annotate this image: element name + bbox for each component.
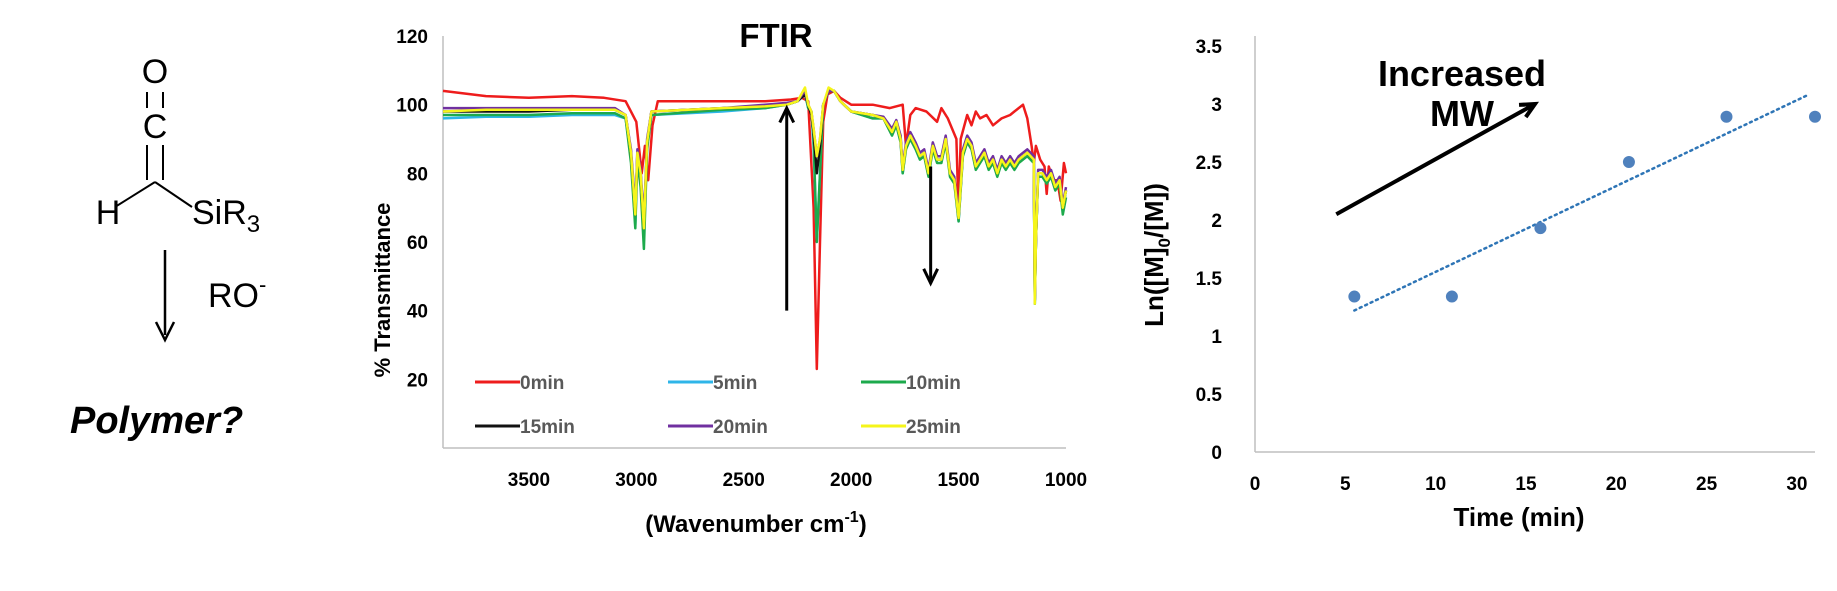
reagent-label: RO- bbox=[208, 272, 266, 315]
ftir-series-lines bbox=[442, 86, 1068, 371]
kinetics-trendline-line bbox=[1353, 94, 1808, 312]
legend-label-25min: 25min bbox=[906, 417, 961, 438]
ftir-chart-title: FTIR bbox=[739, 17, 812, 54]
ftir-y-tick-label: 100 bbox=[396, 96, 428, 117]
bond-c-h bbox=[114, 181, 156, 208]
ftir-x-tick-label: 3500 bbox=[508, 470, 550, 491]
increased-mw-annotation: Increased MW bbox=[1335, 53, 1546, 216]
ftir-chart: FTIR % Transmittance (Wavenumber cm-1) 2… bbox=[370, 17, 1087, 538]
kinetics-x-tick-label: 10 bbox=[1425, 474, 1446, 495]
ftir-y-ticks: 20 40 60 80 100 120 bbox=[396, 27, 428, 391]
ftir-x-axis-label: (Wavenumber cm-1) bbox=[645, 509, 866, 538]
ftir-x-tick-label: 1000 bbox=[1045, 470, 1087, 491]
bond-c-si bbox=[154, 181, 193, 208]
ftir-series-line-0min bbox=[442, 89, 1068, 371]
kinetics-trendline bbox=[1353, 94, 1808, 312]
product-label: Polymer? bbox=[70, 400, 243, 442]
hydrogen-atom: H bbox=[96, 194, 121, 232]
kinetics-y-ticks: 0 0.5 1 1.5 2 2.5 3 3.5 bbox=[1196, 37, 1223, 464]
ftir-arrow-up-head bbox=[778, 104, 796, 124]
ftir-y-tick-label: 120 bbox=[396, 27, 428, 48]
ftir-y-tick-label: 60 bbox=[407, 233, 428, 254]
increased-mw-arrow-shaft bbox=[1335, 102, 1536, 216]
kinetics-data-points bbox=[1348, 110, 1821, 303]
reaction-scheme: O C H SiR3 RO- Polymer? bbox=[70, 53, 266, 442]
kinetics-x-tick-label: 5 bbox=[1340, 474, 1351, 495]
kinetics-y-axis-label: Ln([M]0/[M]) bbox=[1139, 183, 1174, 327]
kinetics-x-tick-label: 25 bbox=[1696, 474, 1718, 495]
kinetics-y-tick-label: 0 bbox=[1211, 443, 1222, 464]
kinetics-y-tick-label: 1.5 bbox=[1196, 269, 1223, 290]
legend-label-0min: 0min bbox=[520, 373, 564, 394]
kinetics-y-tick-label: 3 bbox=[1211, 95, 1222, 116]
annotation-text-line1: Increased bbox=[1378, 53, 1546, 94]
increased-mw-arrow-head bbox=[1518, 101, 1540, 119]
kinetics-y-tick-label: 0.5 bbox=[1196, 385, 1223, 406]
kinetics-x-tick-label: 30 bbox=[1786, 474, 1807, 495]
kinetics-x-tick-label: 0 bbox=[1250, 474, 1261, 495]
reaction-arrow-head bbox=[154, 321, 176, 343]
kinetics-y-tick-label: 3.5 bbox=[1196, 37, 1223, 58]
legend-label-20min: 20min bbox=[713, 417, 768, 438]
ftir-y-tick-label: 40 bbox=[407, 302, 428, 323]
ftir-series-line-25min bbox=[442, 86, 1068, 306]
legend-label-15min: 15min bbox=[520, 417, 575, 438]
kinetics-x-ticks: 0 5 10 15 20 25 30 bbox=[1250, 474, 1808, 495]
kinetics-x-tick-label: 15 bbox=[1515, 474, 1537, 495]
kinetics-data-point bbox=[1622, 156, 1635, 168]
ftir-arrow-down-head bbox=[922, 268, 939, 287]
kinetics-y-tick-label: 2 bbox=[1211, 211, 1222, 232]
kinetics-data-point bbox=[1445, 290, 1458, 303]
kinetics-data-point bbox=[1809, 110, 1821, 123]
ftir-x-tick-label: 2000 bbox=[830, 470, 872, 491]
oxygen-atom: O bbox=[142, 53, 168, 91]
kinetics-data-point bbox=[1348, 290, 1361, 303]
kinetics-x-axis-label: Time (min) bbox=[1454, 502, 1585, 532]
kinetics-chart: Ln([M]0/[M]) Time (min) 0 0.5 1 1.5 2 2.5 3 3.5… bbox=[1139, 36, 1821, 532]
ftir-y-tick-label: 20 bbox=[407, 370, 428, 391]
ftir-y-tick-label: 80 bbox=[407, 164, 428, 185]
legend-label-10min: 10min bbox=[906, 373, 961, 394]
kinetics-data-point bbox=[1534, 222, 1547, 235]
silyl-group: SiR3 bbox=[192, 194, 260, 238]
ftir-x-tick-label: 1500 bbox=[937, 470, 979, 491]
ftir-annotation-arrows bbox=[778, 104, 939, 311]
ftir-x-tick-label: 2500 bbox=[723, 470, 765, 491]
kinetics-x-tick-label: 20 bbox=[1606, 474, 1627, 495]
kinetics-y-tick-label: 1 bbox=[1211, 327, 1222, 348]
kinetics-y-tick-label: 2.5 bbox=[1196, 153, 1223, 174]
ftir-x-ticks: 3500 3000 2500 2000 1500 1000 bbox=[508, 470, 1087, 491]
annotation-text-line2: MW bbox=[1430, 93, 1494, 134]
ftir-x-tick-label: 3000 bbox=[615, 470, 657, 491]
carbon-atom: C bbox=[143, 108, 168, 146]
ftir-y-axis-label: % Transmittance bbox=[370, 203, 395, 378]
legend-label-5min: 5min bbox=[713, 373, 757, 394]
ftir-legend: 0min 5min 10min 15min 20min 25min bbox=[475, 373, 961, 438]
kinetics-data-point bbox=[1720, 110, 1733, 123]
